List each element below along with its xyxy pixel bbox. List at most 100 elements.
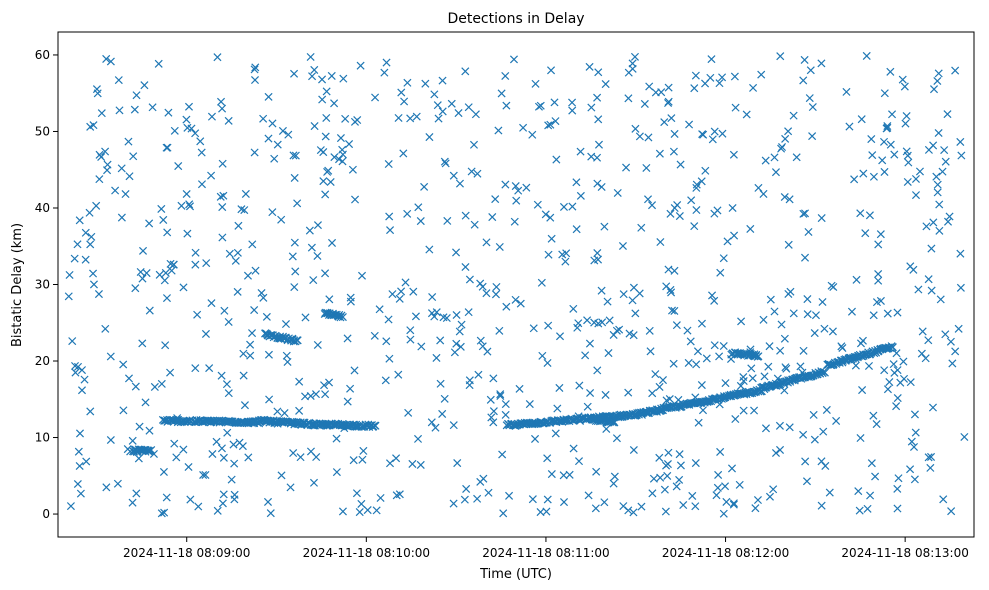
data-point: [810, 435, 819, 444]
data-point: [251, 63, 260, 72]
data-point: [820, 324, 829, 333]
data-point: [309, 478, 319, 487]
data-point: [561, 257, 570, 266]
data-point: [901, 119, 910, 128]
data-point: [593, 93, 602, 102]
data-point: [584, 491, 593, 500]
data-point: [318, 75, 327, 84]
data-point: [528, 130, 537, 139]
data-point: [154, 59, 163, 68]
data-point: [866, 491, 875, 500]
data-point: [710, 341, 719, 350]
data-point: [452, 248, 461, 257]
data-point: [553, 404, 562, 413]
data-point: [786, 287, 795, 296]
data-point: [240, 206, 249, 215]
data-point: [201, 329, 210, 338]
data-point: [425, 133, 434, 142]
data-point: [723, 237, 732, 246]
data-point: [753, 495, 762, 505]
data-point: [140, 81, 149, 90]
data-point: [628, 296, 637, 305]
data-point: [392, 491, 401, 500]
data-point: [729, 150, 738, 159]
data-point: [684, 358, 693, 367]
data-point: [907, 437, 916, 446]
data-point: [77, 386, 87, 395]
data-point: [619, 290, 628, 299]
data-point: [305, 226, 314, 235]
data-point: [82, 457, 91, 466]
data-point: [610, 472, 619, 481]
data-point: [943, 110, 952, 119]
data-point: [196, 137, 205, 146]
data-point: [759, 315, 768, 324]
data-point: [449, 421, 458, 430]
data-point: [692, 206, 701, 215]
data-point: [338, 507, 347, 516]
data-point: [801, 457, 810, 466]
data-point: [227, 475, 236, 484]
data-point: [290, 173, 299, 182]
data-point: [264, 134, 273, 143]
data-point: [186, 495, 195, 504]
data-point: [710, 127, 719, 136]
data-point: [213, 53, 222, 62]
data-point: [872, 420, 881, 429]
data-point: [160, 276, 169, 285]
data-point: [751, 504, 760, 513]
data-point: [799, 346, 808, 355]
data-point: [217, 444, 226, 453]
data-point: [516, 299, 525, 308]
data-point: [111, 186, 120, 195]
data-point: [170, 439, 179, 448]
data-point: [251, 266, 260, 275]
data-point: [229, 440, 238, 449]
data-point: [648, 489, 657, 498]
data-point: [222, 380, 231, 389]
data-point: [250, 65, 259, 74]
data-point: [764, 362, 773, 371]
data-point: [670, 266, 679, 275]
data-point: [572, 178, 581, 187]
y-axis-label: Bistatic Delay (km): [10, 223, 25, 347]
data-point: [706, 73, 715, 82]
data-point: [351, 195, 360, 204]
data-point: [438, 76, 447, 85]
data-point: [615, 325, 624, 334]
data-point: [917, 349, 926, 358]
data-point: [370, 331, 379, 340]
data-point: [880, 167, 889, 176]
data-point: [902, 112, 911, 121]
data-point: [273, 140, 282, 149]
data-point: [799, 209, 808, 218]
data-point: [89, 269, 98, 278]
data-point: [66, 502, 75, 511]
data-point: [250, 76, 260, 85]
data-point: [660, 485, 669, 494]
data-point: [546, 213, 555, 222]
data-point: [665, 394, 674, 404]
data-point: [735, 480, 744, 489]
data-point: [692, 183, 701, 192]
data-point: [86, 240, 95, 249]
data-point: [838, 343, 847, 353]
y-tick-label: 0: [42, 507, 50, 521]
data-point: [951, 347, 960, 356]
data-point: [938, 167, 947, 176]
data-point: [676, 461, 685, 470]
data-point: [946, 337, 955, 346]
data-point: [495, 242, 504, 251]
data-point: [482, 289, 491, 298]
data-point: [150, 382, 159, 391]
data-point: [597, 182, 606, 192]
data-point: [149, 449, 158, 458]
data-point: [600, 498, 609, 507]
data-point: [406, 335, 415, 344]
data-point: [164, 108, 173, 117]
data-point: [102, 54, 111, 63]
data-point: [694, 418, 703, 427]
data-point: [505, 491, 514, 500]
data-point: [399, 149, 408, 158]
data-point: [585, 62, 594, 71]
